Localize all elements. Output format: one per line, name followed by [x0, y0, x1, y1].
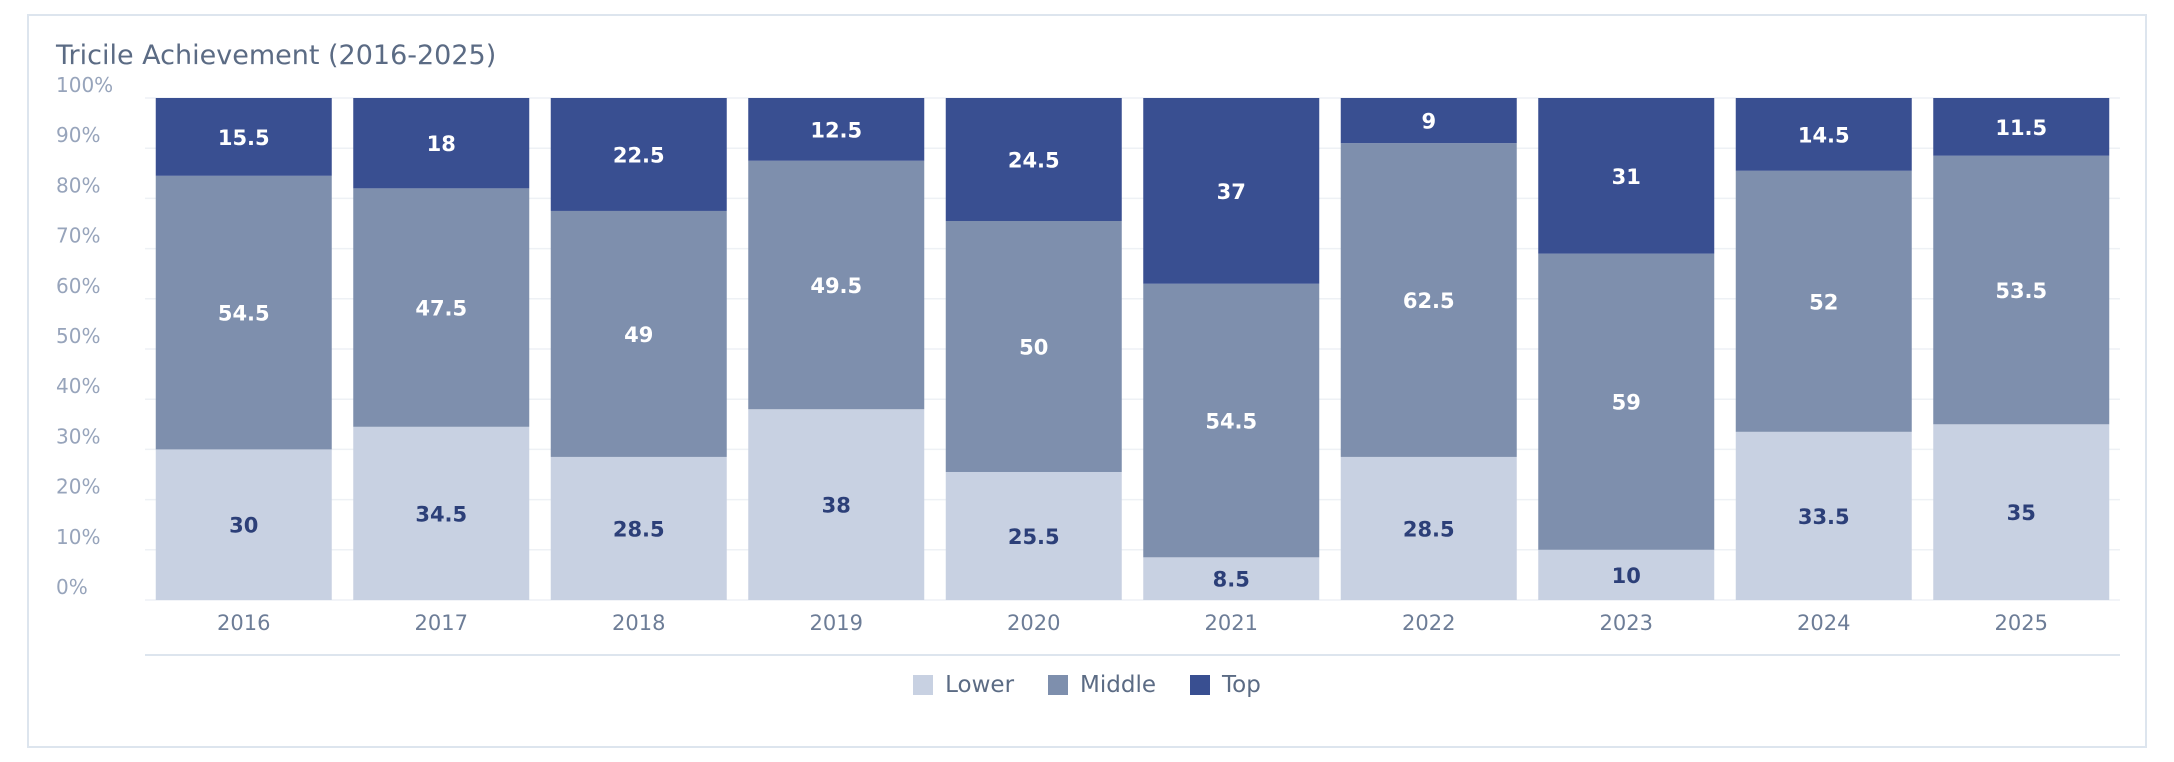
x-tick-label: 2024	[1797, 611, 1850, 635]
bar-segment-middle	[1538, 253, 1715, 550]
legend-item-lower: Lower	[913, 672, 1014, 698]
x-tick-label: 2022	[1402, 611, 1455, 635]
y-tick-label: 20%	[56, 475, 100, 499]
legend-item-top: Top	[1190, 672, 1261, 698]
data-label: 52	[1809, 290, 1838, 314]
bar-segment-top	[945, 98, 1122, 221]
bar-segment-top	[1143, 98, 1320, 284]
bar-segment-lower	[945, 471, 1122, 600]
bar-segment-lower	[550, 456, 727, 600]
y-tick-label: 70%	[56, 224, 100, 248]
data-label: 12.5	[810, 118, 862, 142]
y-tick-label: 40%	[56, 374, 100, 398]
data-label: 14.5	[1798, 123, 1850, 147]
bar-segment-top	[1538, 98, 1715, 254]
legend-swatch	[1190, 675, 1211, 695]
y-tick-label: 30%	[56, 424, 100, 448]
bar-segment-middle	[1933, 155, 2110, 425]
x-tick-label: 2017	[415, 611, 468, 635]
bar-segment-lower	[1735, 431, 1912, 600]
data-label: 24.5	[1008, 148, 1060, 172]
y-tick-label: 50%	[56, 324, 100, 348]
bar-segment-lower	[1143, 557, 1320, 600]
bar-segment-top	[1340, 98, 1517, 144]
x-tick-label: 2021	[1205, 611, 1258, 635]
data-label: 34.5	[415, 502, 467, 526]
data-label: 31	[1612, 165, 1641, 189]
data-label: 22.5	[613, 143, 665, 167]
y-tick-label: 0%	[56, 575, 88, 599]
x-tick-label: 2018	[612, 611, 665, 635]
data-label: 9	[1421, 110, 1436, 134]
bar-segment-top	[155, 98, 332, 176]
bar-segment-middle	[550, 210, 727, 457]
data-label: 8.5	[1213, 568, 1250, 592]
bar-segment-lower	[748, 409, 925, 600]
legend-swatch	[913, 675, 934, 695]
x-tick-label: 2025	[1995, 611, 2048, 635]
bar-segment-top	[353, 98, 530, 189]
data-label: 62.5	[1403, 289, 1455, 313]
data-label: 25.5	[1008, 525, 1060, 549]
legend-swatch	[1048, 675, 1069, 695]
chart-title: Tricile Achievement (2016-2025)	[56, 40, 497, 71]
y-tick-label: 60%	[56, 274, 100, 298]
data-label: 54.5	[218, 302, 270, 326]
bar-segment-top	[1933, 98, 2110, 156]
bar-segment-middle	[155, 175, 332, 450]
bar-segment-top	[550, 98, 727, 211]
data-label: 37	[1217, 180, 1246, 204]
x-tick-label: 2016	[217, 611, 270, 635]
bar-segment-middle	[945, 220, 1122, 472]
data-label: 50	[1019, 335, 1048, 359]
bar-segment-lower	[353, 426, 530, 600]
data-label: 35	[2007, 501, 2036, 525]
data-label: 33.5	[1798, 505, 1850, 529]
bar-segment-lower	[1340, 456, 1517, 600]
bar-segment-middle	[353, 188, 530, 427]
data-label: 47.5	[415, 297, 467, 321]
y-tick-label: 90%	[56, 123, 100, 147]
chart-legend: Lower Middle Top	[0, 672, 2174, 698]
data-label: 59	[1612, 391, 1641, 415]
y-tick-label: 80%	[56, 173, 100, 197]
bar-segment-top	[1735, 98, 1912, 171]
bar-segment-lower	[155, 449, 332, 600]
data-label: 28.5	[1403, 517, 1455, 541]
y-tick-label: 100%	[56, 73, 113, 97]
legend-label: Lower	[945, 672, 1015, 698]
data-label: 15.5	[218, 126, 270, 150]
data-label: 53.5	[1995, 279, 2047, 303]
x-tick-label: 2020	[1007, 611, 1060, 635]
data-label: 10	[1612, 564, 1641, 588]
bar-segment-middle	[1735, 170, 1912, 432]
legend-label: Middle	[1080, 672, 1157, 698]
bar-segment-top	[748, 98, 925, 161]
bar-segment-lower	[1933, 424, 2110, 600]
data-label: 49	[624, 323, 653, 347]
x-tick-label: 2019	[810, 611, 863, 635]
data-label: 18	[427, 132, 456, 156]
data-label: 38	[822, 494, 851, 518]
bar-segment-lower	[1538, 549, 1715, 600]
data-label: 54.5	[1205, 410, 1257, 434]
data-label: 11.5	[1995, 116, 2047, 140]
data-label: 30	[229, 514, 258, 538]
data-label: 28.5	[613, 517, 665, 541]
x-tick-label: 2023	[1600, 611, 1653, 635]
y-tick-label: 10%	[56, 525, 100, 549]
bar-segment-middle	[1340, 143, 1517, 457]
data-label: 49.5	[810, 274, 862, 298]
bar-segment-middle	[1143, 283, 1320, 558]
legend-label: Top	[1222, 672, 1261, 698]
legend-item-middle: Middle	[1048, 672, 1156, 698]
bar-segment-middle	[748, 160, 925, 410]
